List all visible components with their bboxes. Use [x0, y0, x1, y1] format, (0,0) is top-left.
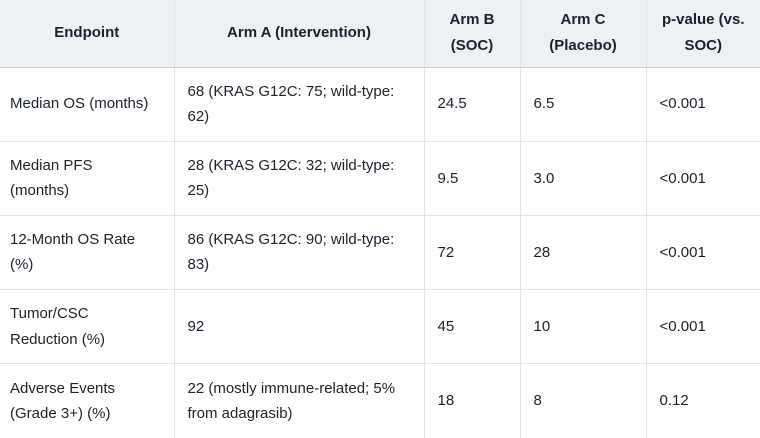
cell-arm-b: 9.5: [423, 141, 520, 216]
cell-endpoint: Adverse Events (Grade 3+) (%): [0, 363, 174, 438]
table-row-adverse-events: Adverse Events (Grade 3+) (%) 22 (mostly…: [0, 363, 760, 438]
cell-p-value: <0.001: [645, 215, 760, 291]
table-row-median-os: Median OS (months) 68 (KRAS G12C: 75; wi…: [0, 67, 760, 142]
cell-endpoint: Median OS (months): [0, 67, 174, 142]
cell-endpoint: 12-Month OS Rate (%): [0, 215, 174, 291]
cell-arm-c: 8: [519, 363, 646, 438]
cell-arm-b: 24.5: [423, 67, 520, 142]
cell-arm-a: 22 (mostly immune-related; 5% from adagr…: [173, 363, 424, 438]
cell-arm-c: 3.0: [519, 141, 646, 216]
cell-p-value: <0.001: [645, 141, 760, 216]
cell-arm-c: 10: [519, 289, 646, 365]
table-row-os-rate: 12-Month OS Rate (%) 86 (KRAS G12C: 90; …: [0, 215, 760, 291]
table-row-tumor-csc: Tumor/CSC Reduction (%) 92 45 10 <0.001: [0, 289, 760, 365]
cell-p-value: 0.12: [645, 363, 760, 438]
cell-arm-c: 6.5: [519, 67, 646, 142]
cell-arm-c: 28: [519, 215, 646, 291]
cell-arm-a: 68 (KRAS G12C: 75; wild-type: 62): [173, 67, 424, 142]
column-header-endpoint: Endpoint: [0, 0, 174, 68]
cell-endpoint: Tumor/CSC Reduction (%): [0, 289, 174, 365]
table-row-median-pfs: Median PFS (months) 28 (KRAS G12C: 32; w…: [0, 141, 760, 216]
header-row: Endpoint Arm A (Intervention) Arm B (SOC…: [0, 0, 760, 68]
cell-arm-b: 18: [423, 363, 520, 438]
cell-arm-b: 45: [423, 289, 520, 365]
column-header-arm-b: Arm B (SOC): [423, 0, 520, 68]
column-header-arm-c: Arm C (Placebo): [519, 0, 646, 68]
cell-arm-b: 72: [423, 215, 520, 291]
column-header-arm-a: Arm A (Intervention): [173, 0, 424, 68]
cell-endpoint: Median PFS (months): [0, 141, 174, 216]
column-header-p-value: p-value (vs. SOC): [645, 0, 760, 68]
cell-p-value: <0.001: [645, 289, 760, 365]
cell-arm-a: 92: [173, 289, 424, 365]
cell-arm-a: 28 (KRAS G12C: 32; wild-type: 25): [173, 141, 424, 216]
cell-arm-a: 86 (KRAS G12C: 90; wild-type: 83): [173, 215, 424, 291]
cell-p-value: <0.001: [645, 67, 760, 142]
